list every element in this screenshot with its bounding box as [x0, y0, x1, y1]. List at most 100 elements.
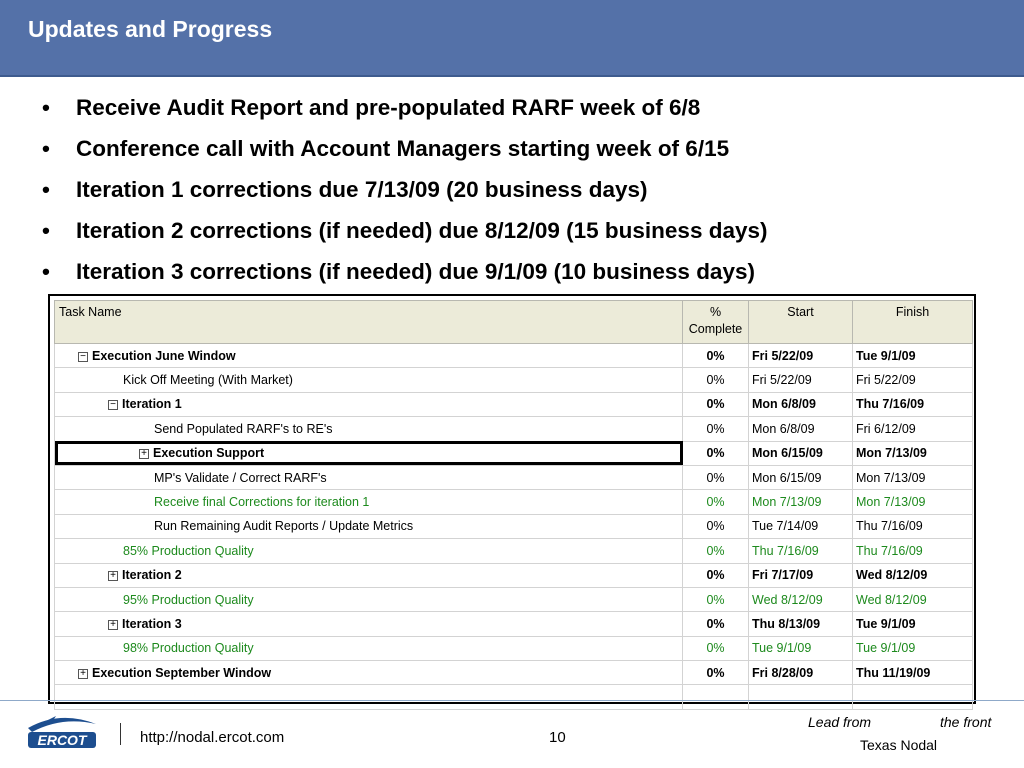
- task-name-cell[interactable]: + Iteration 2: [54, 562, 683, 588]
- task-name-cell[interactable]: 95% Production Quality: [54, 586, 683, 613]
- task-name-cell[interactable]: MP's Validate / Correct RARF's: [54, 464, 683, 491]
- start-date-cell[interactable]: Thu 8/13/09: [748, 611, 853, 637]
- percent-complete-cell[interactable]: 0%: [682, 562, 749, 588]
- percent-complete-cell[interactable]: 0%: [682, 513, 749, 540]
- header-pct-line2: Complete: [688, 322, 743, 336]
- task-name-cell[interactable]: Run Remaining Audit Reports / Update Met…: [54, 513, 683, 540]
- finish-date-cell[interactable]: Thu 7/16/09: [852, 538, 973, 564]
- gantt-row[interactable]: + Iteration 2 0% Fri 7/17/09 Wed 8/12/09: [54, 562, 973, 588]
- start-date-cell[interactable]: Mon 6/15/09: [748, 440, 853, 466]
- header-start[interactable]: Start: [748, 300, 853, 344]
- finish-date-cell[interactable]: Wed 8/12/09: [852, 586, 973, 613]
- start-date-cell[interactable]: Fri 7/17/09: [748, 562, 853, 588]
- tagline-lead-from: Lead from: [808, 714, 872, 730]
- gantt-empty-row[interactable]: [54, 684, 973, 710]
- start-date-cell[interactable]: Fri 5/22/09: [748, 367, 853, 393]
- header-percent-complete[interactable]: % Complete: [682, 300, 749, 344]
- percent-complete-cell[interactable]: [682, 684, 749, 710]
- bullet-item: • Iteration 1 corrections due 7/13/09 (20…: [40, 174, 1010, 215]
- task-name-cell[interactable]: + Execution Support: [54, 440, 683, 466]
- footer-separator: [120, 723, 121, 745]
- bullet-item: • Iteration 2 corrections (if needed) due…: [40, 215, 1010, 256]
- start-date-cell[interactable]: Tue 7/14/09: [748, 513, 853, 540]
- task-name-cell[interactable]: + Execution September Window: [54, 660, 683, 686]
- expand-toggle-icon[interactable]: +: [108, 619, 118, 630]
- percent-complete-cell[interactable]: 0%: [682, 635, 749, 662]
- percent-complete-cell[interactable]: 0%: [682, 538, 749, 564]
- finish-date-cell[interactable]: Mon 7/13/09: [852, 489, 973, 515]
- collapse-toggle-icon[interactable]: −: [78, 351, 88, 362]
- finish-date-cell[interactable]: Thu 7/16/09: [852, 513, 973, 540]
- start-date-cell[interactable]: Tue 9/1/09: [748, 635, 853, 662]
- gantt-table-screenshot: Task Name % Complete Start Finish − Execut…: [48, 294, 976, 710]
- finish-date-cell[interactable]: Mon 7/13/09: [852, 440, 973, 466]
- start-date-cell[interactable]: Fri 5/22/09: [748, 342, 853, 369]
- gantt-row[interactable]: Receive final Corrections for iteration …: [54, 489, 973, 515]
- bullet-dot-icon: •: [42, 218, 50, 243]
- finish-date-cell[interactable]: Thu 11/19/09: [852, 660, 973, 686]
- task-name-text: 95% Production Quality: [123, 592, 254, 607]
- percent-complete-cell[interactable]: 0%: [682, 416, 749, 442]
- gantt-row[interactable]: − Execution June Window 0% Fri 5/22/09 Tue 9…: [54, 342, 973, 369]
- finish-date-cell[interactable]: [852, 684, 973, 710]
- start-date-cell[interactable]: Mon 7/13/09: [748, 489, 853, 515]
- gantt-row[interactable]: Kick Off Meeting (With Market) 0% Fri 5/22…: [54, 367, 973, 393]
- task-name-cell[interactable]: Receive final Corrections for iteration …: [54, 489, 683, 515]
- collapse-toggle-icon[interactable]: −: [108, 400, 118, 411]
- expand-toggle-icon[interactable]: +: [78, 668, 88, 679]
- finish-date-cell[interactable]: Tue 9/1/09: [852, 611, 973, 637]
- header-finish[interactable]: Finish: [852, 300, 973, 344]
- gantt-row[interactable]: + Iteration 3 0% Thu 8/13/09 Tue 9/1/09: [54, 611, 973, 637]
- gantt-row[interactable]: MP's Validate / Correct RARF's 0% Mon 6/15…: [54, 464, 973, 491]
- task-name-cell[interactable]: 85% Production Quality: [54, 538, 683, 564]
- footer-url[interactable]: http://nodal.ercot.com: [140, 729, 285, 746]
- start-date-cell[interactable]: Fri 8/28/09: [748, 660, 853, 686]
- start-date-cell[interactable]: Wed 8/12/09: [748, 586, 853, 613]
- task-name-cell[interactable]: Kick Off Meeting (With Market): [54, 367, 683, 393]
- start-date-cell[interactable]: Mon 6/15/09: [748, 464, 853, 491]
- task-name-cell[interactable]: 98% Production Quality: [54, 635, 683, 662]
- gantt-row[interactable]: Run Remaining Audit Reports / Update Met…: [54, 513, 973, 540]
- expand-toggle-icon[interactable]: +: [108, 571, 118, 582]
- finish-date-cell[interactable]: Tue 9/1/09: [852, 342, 973, 369]
- finish-date-cell[interactable]: Tue 9/1/09: [852, 635, 973, 662]
- percent-complete-cell[interactable]: 0%: [682, 464, 749, 491]
- task-name-cell[interactable]: + Iteration 3: [54, 611, 683, 637]
- gantt-row[interactable]: Send Populated RARF's to RE's 0% Mon 6/8/0…: [54, 416, 973, 442]
- finish-date-cell[interactable]: Thu 7/16/09: [852, 391, 973, 418]
- percent-complete-cell[interactable]: 0%: [682, 660, 749, 686]
- expand-toggle-icon[interactable]: +: [139, 449, 149, 460]
- gantt-row[interactable]: 95% Production Quality 0% Wed 8/12/09 Wed 8…: [54, 586, 973, 613]
- gantt-row[interactable]: + Execution September Window 0% Fri 8/28/09…: [54, 660, 973, 686]
- gantt-row[interactable]: 85% Production Quality 0% Thu 7/16/09 Thu 7…: [54, 538, 973, 564]
- percent-complete-cell[interactable]: 0%: [682, 342, 749, 369]
- start-date-cell[interactable]: [748, 684, 853, 710]
- task-name-cell[interactable]: Send Populated RARF's to RE's: [54, 416, 683, 442]
- header-task-name[interactable]: Task Name: [54, 300, 683, 344]
- percent-complete-cell[interactable]: 0%: [682, 611, 749, 637]
- task-name-cell[interactable]: − Execution June Window: [54, 342, 683, 369]
- percent-complete-cell[interactable]: 0%: [682, 586, 749, 613]
- finish-date-cell[interactable]: Fri 6/12/09: [852, 416, 973, 442]
- task-name-text: Iteration 3: [122, 616, 182, 631]
- task-name-text: Run Remaining Audit Reports / Update Met…: [154, 519, 414, 534]
- tagline-texas-nodal: Texas Nodal: [860, 737, 938, 753]
- slide-title-bar: Updates and Progress: [0, 0, 1024, 77]
- task-name-cell[interactable]: [54, 684, 683, 710]
- finish-date-cell[interactable]: Fri 5/22/09: [852, 367, 973, 393]
- task-name-text: Kick Off Meeting (With Market): [123, 373, 293, 388]
- percent-complete-cell[interactable]: 0%: [682, 489, 749, 515]
- start-date-cell[interactable]: Mon 6/8/09: [748, 416, 853, 442]
- gantt-row[interactable]: − Iteration 1 0% Mon 6/8/09 Thu 7/16/09: [54, 391, 973, 418]
- task-name-cell[interactable]: − Iteration 1: [54, 391, 683, 418]
- gantt-row[interactable]: 98% Production Quality 0% Tue 9/1/09 Tue 9/…: [54, 635, 973, 662]
- finish-date-cell[interactable]: Mon 7/13/09: [852, 464, 973, 491]
- start-date-cell[interactable]: Thu 7/16/09: [748, 538, 853, 564]
- percent-complete-cell[interactable]: 0%: [682, 391, 749, 418]
- finish-date-cell[interactable]: Wed 8/12/09: [852, 562, 973, 588]
- gantt-row[interactable]: + Execution Support 0% Mon 6/15/09 Mon 7/13/…: [54, 440, 973, 466]
- start-date-cell[interactable]: Mon 6/8/09: [748, 391, 853, 418]
- task-name-text: Iteration 1: [122, 397, 182, 412]
- percent-complete-cell[interactable]: 0%: [682, 440, 749, 466]
- percent-complete-cell[interactable]: 0%: [682, 367, 749, 393]
